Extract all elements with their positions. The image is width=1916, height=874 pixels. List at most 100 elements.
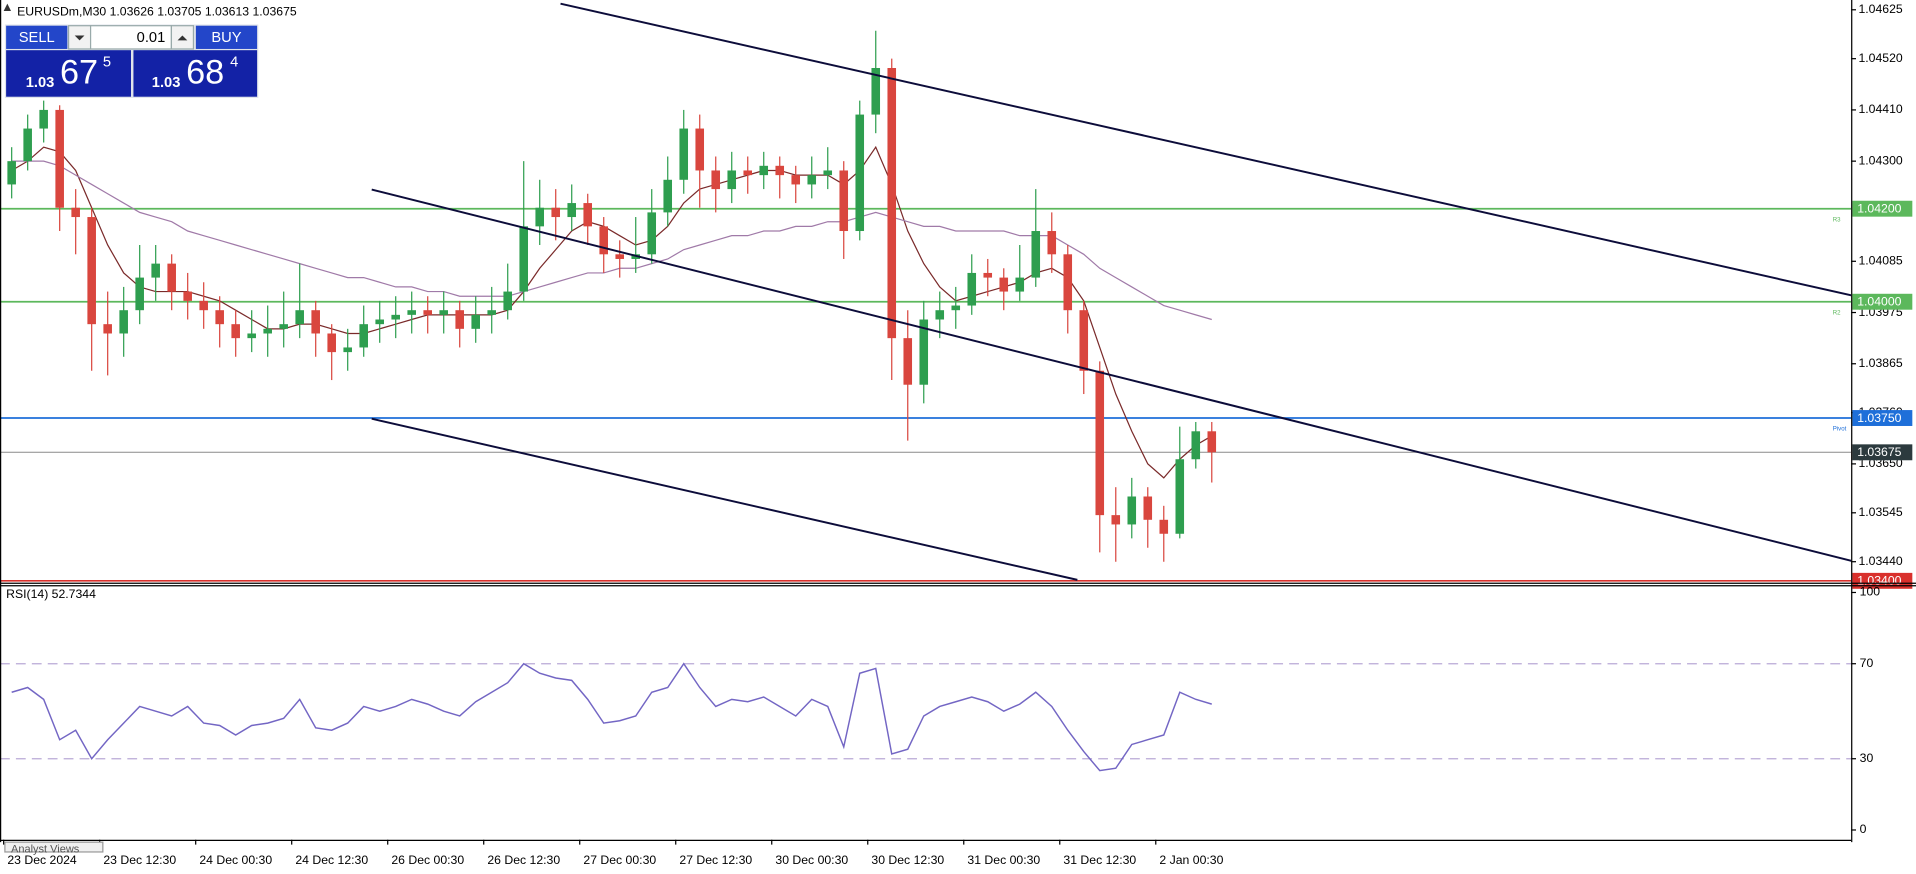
candle-body xyxy=(359,324,368,348)
candle-body xyxy=(679,128,689,180)
trendline xyxy=(371,417,1078,581)
sell-label[interactable]: SELL xyxy=(19,30,55,46)
rsi-tick-label: 100 xyxy=(1860,585,1881,599)
sell-price-box[interactable] xyxy=(6,50,131,97)
level-label: 1.03750 xyxy=(1857,411,1901,425)
sell-button[interactable] xyxy=(6,25,68,49)
candle-body xyxy=(487,310,496,315)
candle-body xyxy=(167,263,176,292)
candle-body xyxy=(311,310,320,334)
candle-body xyxy=(71,207,80,218)
candle-body xyxy=(759,165,769,176)
x-tick-label: 31 Dec 00:30 xyxy=(967,853,1040,867)
level-label-bg xyxy=(1852,410,1913,426)
x-tick-label: 26 Dec 12:30 xyxy=(487,853,560,867)
ask-sup: 4 xyxy=(230,54,238,70)
level-tag: R3 xyxy=(1833,216,1841,223)
candle-body xyxy=(151,263,160,278)
candle-body xyxy=(1207,431,1217,453)
candle-body xyxy=(951,305,961,311)
rsi-line xyxy=(11,662,1212,772)
x-tick-label: 31 Dec 12:30 xyxy=(1063,853,1136,867)
candle-body xyxy=(23,128,32,162)
rsi-tick-label: 0 xyxy=(1860,822,1867,836)
candle-body xyxy=(1095,370,1105,516)
candle-body xyxy=(471,314,480,329)
lot-down-icon xyxy=(74,35,85,41)
candle-body xyxy=(1191,431,1201,460)
buy-label[interactable]: BUY xyxy=(211,30,241,46)
x-tick-label: 26 Dec 00:30 xyxy=(391,853,464,867)
candle-body xyxy=(39,109,48,129)
candle-body xyxy=(103,324,112,334)
candle-body xyxy=(279,324,288,329)
candle-body xyxy=(615,254,625,259)
bottom-tab-label[interactable]: Analyst Views xyxy=(11,843,80,855)
x-tick-label: 30 Dec 00:30 xyxy=(775,853,848,867)
candle-body xyxy=(327,333,336,353)
candle-body xyxy=(183,291,192,301)
ask-main: 68 xyxy=(186,54,224,92)
candle-body xyxy=(455,310,464,329)
candle-body xyxy=(551,207,561,218)
chart-header: EURUSDm,M30 1.03626 1.03705 1.03613 1.03… xyxy=(17,4,297,18)
candle-body xyxy=(775,165,785,176)
level-tag: R2 xyxy=(1833,309,1841,316)
candle-body xyxy=(855,114,865,232)
candle-body xyxy=(119,310,128,334)
level-label-bg xyxy=(1852,293,1913,310)
moving-average xyxy=(11,145,1213,479)
level-label-bg xyxy=(1852,444,1913,461)
lot-value[interactable]: 0.01 xyxy=(137,30,166,46)
candle-body xyxy=(503,291,513,311)
candle-body xyxy=(87,217,96,325)
candle-body xyxy=(55,109,64,208)
buy-button[interactable] xyxy=(195,25,258,49)
y-tick-label: 1.04625 xyxy=(1858,2,1902,16)
candle-body xyxy=(423,310,432,315)
candle-body xyxy=(567,203,577,218)
candle-body xyxy=(215,310,224,325)
x-tick-label: 27 Dec 00:30 xyxy=(583,853,656,867)
candle-body xyxy=(791,175,801,185)
candle-body xyxy=(1063,254,1073,311)
candle-body xyxy=(935,310,945,320)
candle-body xyxy=(695,128,705,171)
candle-body xyxy=(407,310,416,315)
y-tick-label: 1.04410 xyxy=(1858,102,1902,116)
rsi-pane xyxy=(0,662,1852,772)
candle-body xyxy=(663,179,673,213)
candle-body xyxy=(295,310,304,325)
x-tick-label: 24 Dec 00:30 xyxy=(199,853,272,867)
y-tick-label: 1.03545 xyxy=(1858,505,1902,519)
moving-average xyxy=(11,160,1212,321)
candle-body xyxy=(1015,277,1025,292)
buy-price-box[interactable] xyxy=(133,50,258,97)
candle-body xyxy=(535,207,545,227)
trendline xyxy=(371,188,1852,562)
candle-body xyxy=(903,338,913,385)
bid-sup: 5 xyxy=(103,54,111,70)
level-label: 1.04000 xyxy=(1857,295,1901,309)
candle-body xyxy=(999,277,1009,292)
trade-panel: SELL 0.01 BUY 1.03 67 5 1.03 68 4 xyxy=(4,24,259,98)
candle-body xyxy=(391,314,400,320)
candle-body xyxy=(1079,310,1089,371)
candle-body xyxy=(1111,515,1121,525)
candle-body xyxy=(231,324,240,339)
candle-body xyxy=(1143,496,1153,520)
candle-body xyxy=(807,175,817,185)
candle-body xyxy=(823,170,833,176)
rsi-tick-label: 70 xyxy=(1860,656,1874,670)
candle-body xyxy=(135,277,144,311)
bottom-tab[interactable] xyxy=(4,841,104,853)
x-tick-label: 23 Dec 2024 xyxy=(7,853,77,867)
price-pane xyxy=(0,2,1852,582)
x-tick-label: 27 Dec 12:30 xyxy=(679,853,752,867)
trendline xyxy=(560,2,1852,297)
level-label-bg xyxy=(1852,200,1913,217)
candle-body xyxy=(919,319,929,385)
